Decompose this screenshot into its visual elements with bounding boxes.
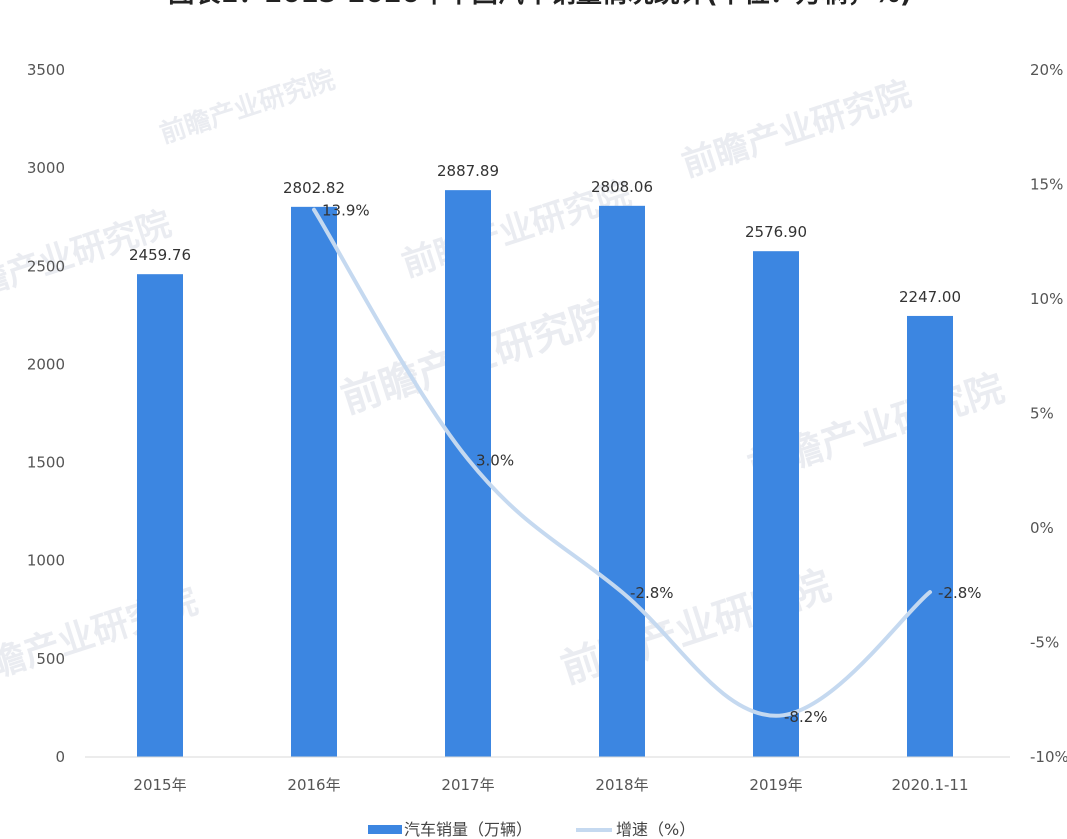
legend: 汽车销量（万辆） 增速（%） [368,820,695,839]
right-tick-label: 20% [1030,61,1063,79]
bar [137,274,183,757]
line-series [312,207,932,718]
legend-bar-swatch [368,825,402,834]
left-tick-label: 2000 [27,355,65,373]
left-tick-label: 0 [55,748,65,766]
right-tick-label: -10% [1030,748,1067,766]
bar-value-label: 2802.82 [283,179,345,197]
left-tick-label: 3500 [27,61,65,79]
x-tick-label: 2015年 [133,776,186,794]
bar-value-label: 2887.89 [437,162,499,180]
bar-value-label: 2459.76 [129,246,191,264]
line-value-label: 3.0% [476,451,514,469]
bar-value-label: 2576.90 [745,223,807,241]
growth-line [312,207,932,718]
left-tick-label: 1000 [27,552,65,570]
line-value-label: -8.2% [784,708,828,726]
x-tick-label: 2018年 [595,776,648,794]
x-tick-label: 2019年 [749,776,802,794]
left-tick-label: 1500 [27,454,65,472]
watermark-logo: 前瞻产业研究院 [156,64,339,150]
bar [445,190,491,758]
chart-title: 图表1：2015-2020年中国汽车销量情况统计(单位：万辆，%) [168,0,911,9]
bar [907,315,953,757]
right-tick-label: 0% [1030,519,1054,537]
right-tick-label: 10% [1030,290,1063,308]
bar [753,251,799,757]
line-value-label: 13.9% [322,202,370,220]
left-tick-label: 2500 [27,257,65,275]
x-tick-label: 2017年 [441,776,494,794]
left-tick-label: 3000 [27,159,65,177]
line-labels: 13.9% 3.0% -2.8% -8.2% -2.8% [322,202,982,726]
watermark-logo: 前瞻产业研究院 [677,74,916,186]
line-value-label: -2.8% [938,584,982,602]
x-tick-label: 2020.1-11 [892,776,969,794]
bar-labels: 2459.76 2802.82 2887.89 2808.06 2576.90 2247.… [129,162,961,306]
x-axis: 2015年 2016年 2017年 2018年 2019年 2020.1-11 [85,756,1010,794]
bar-series [137,190,953,758]
right-tick-label: 15% [1030,176,1063,194]
legend-bar-label: 汽车销量（万辆） [404,820,532,839]
legend-line-label: 增速（%） [616,820,695,839]
x-tick-label: 2016年 [287,776,340,794]
left-axis: 0 500 1000 1500 2000 2500 3000 3500 [27,61,65,766]
line-value-label: -2.8% [630,584,674,602]
right-tick-label: 5% [1030,405,1054,423]
left-tick-label: 500 [36,650,65,668]
bar-value-label: 2247.00 [899,288,961,306]
bar-value-label: 2808.06 [591,178,653,196]
right-axis: -10% -5% 0% 5% 10% 15% 20% [1030,61,1067,766]
right-tick-label: -5% [1030,634,1059,652]
bar [291,206,337,757]
bar [599,205,645,757]
